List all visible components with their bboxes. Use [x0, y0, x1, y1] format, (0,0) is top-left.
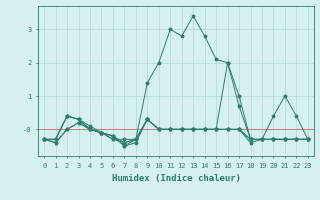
X-axis label: Humidex (Indice chaleur): Humidex (Indice chaleur) [111, 174, 241, 184]
